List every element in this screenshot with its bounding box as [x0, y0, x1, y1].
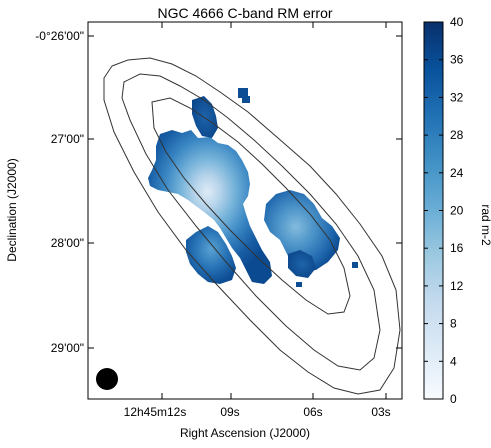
- colorbar-tick-label: 36: [450, 53, 464, 67]
- rm-error-pixel: [352, 262, 358, 268]
- colorbar-tick-label: 8: [450, 317, 457, 331]
- x-axis-label: Right Ascension (J2000): [180, 426, 310, 440]
- rm-error-region-upper: [192, 96, 218, 138]
- colorbar-tick-label: 40: [450, 15, 464, 29]
- colorbar-tick-label: 12: [450, 279, 464, 293]
- colorbar-tick-label: 24: [450, 166, 464, 180]
- rm-error-region-right: [264, 190, 340, 272]
- rm-error-map: [96, 57, 401, 395]
- y-tick-label: -0°26'00": [35, 29, 84, 43]
- rm-error-pixel: [296, 282, 302, 287]
- rm-error-region-lower-left: [186, 226, 236, 284]
- x-tick-label: 09s: [220, 405, 239, 419]
- plot-area: [87, 21, 403, 400]
- intensity-contours: [103, 57, 401, 395]
- y-axis-label: Declination (J2000): [5, 158, 19, 261]
- contour-outer: [103, 57, 401, 395]
- colorbar-tick-label: 0: [450, 392, 457, 406]
- colorbar: 0 4 8 12 16 20 24 28 32 36 40 rad m-2: [423, 15, 491, 406]
- axis-ticks: [88, 22, 402, 399]
- contour-inner: [151, 97, 351, 315]
- y-tick-labels: -0°26'00" 27'00" 28'00" 29'00": [35, 29, 84, 355]
- x-tick-label: 06s: [303, 405, 322, 419]
- y-tick-label: 27'00": [51, 132, 84, 146]
- plot-frame: [87, 21, 403, 400]
- rm-error-pixel: [242, 96, 250, 103]
- x-tick-label: 12h45m12s: [124, 405, 187, 419]
- beam-ellipse: [96, 368, 118, 390]
- colorbar-tick-label: 16: [450, 241, 464, 255]
- chart-title: NGC 4666 C-band RM error: [157, 5, 332, 21]
- colorbar-tick-label: 4: [450, 354, 457, 368]
- rm-error-pixel: [238, 88, 248, 98]
- rm-error-region-right-lower: [288, 250, 316, 278]
- colorbar-tick-label: 28: [450, 128, 464, 142]
- colorbar-ticks: 0 4 8 12 16 20 24 28 32 36 40: [424, 15, 464, 406]
- y-tick-label: 28'00": [51, 236, 84, 250]
- x-tick-labels: 12h45m12s 09s 06s 03s: [124, 405, 391, 419]
- colorbar-tick-label: 32: [450, 90, 464, 104]
- contour-middle: [121, 73, 381, 371]
- x-tick-label: 03s: [371, 405, 390, 419]
- rm-error-region-central: [148, 130, 272, 284]
- colorbar-label: rad m-2: [479, 204, 491, 246]
- colorbar-tick-label: 20: [450, 204, 464, 218]
- y-tick-label: 29'00": [51, 341, 84, 355]
